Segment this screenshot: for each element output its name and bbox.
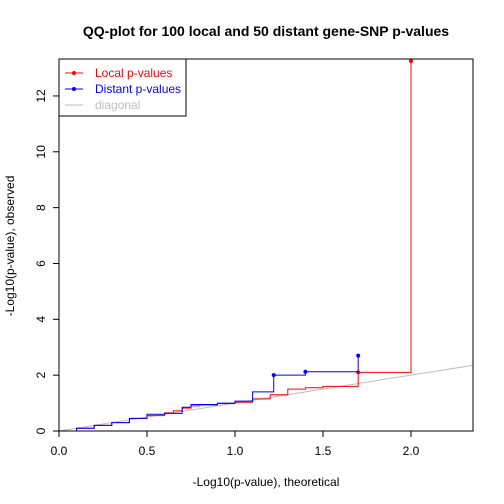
legend-marker-distant-p-values bbox=[72, 87, 76, 91]
legend-label-diagonal: diagonal bbox=[95, 98, 140, 112]
legend-label-local-p-values: Local p-values bbox=[95, 66, 172, 80]
legend-marker-local-p-values bbox=[72, 71, 76, 75]
x-tick-label: 0.0 bbox=[51, 444, 68, 458]
x-tick-label: 0.5 bbox=[139, 444, 156, 458]
data-point-local-p-values bbox=[409, 59, 413, 64]
y-tick-label: 8 bbox=[34, 204, 48, 211]
series-line-diagonal bbox=[59, 364, 473, 431]
chart-title: QQ-plot for 100 local and 50 distant gen… bbox=[83, 23, 449, 39]
y-tick-label: 2 bbox=[34, 372, 48, 379]
series-line-distant-p-values bbox=[59, 355, 359, 431]
legend-label-distant-p-values: Distant p-values bbox=[95, 82, 181, 96]
y-tick-label: 12 bbox=[34, 89, 48, 103]
x-tick-label: 1.0 bbox=[227, 444, 244, 458]
x-tick-label: 1.5 bbox=[315, 444, 332, 458]
y-tick-label: 4 bbox=[34, 316, 48, 323]
y-tick-label: 10 bbox=[34, 145, 48, 159]
legend-box bbox=[58, 58, 187, 117]
data-point-distant-p-values bbox=[303, 369, 308, 374]
data-point-distant-p-values bbox=[271, 373, 276, 378]
series-line-local-p-values bbox=[59, 61, 412, 431]
y-tick-label: 0 bbox=[34, 427, 48, 434]
plot-area-border bbox=[58, 58, 474, 432]
data-point-distant-p-values bbox=[356, 353, 361, 358]
x-axis-label: -Log10(p-value), theoretical bbox=[193, 475, 340, 489]
x-tick-label: 2.0 bbox=[403, 444, 420, 458]
y-tick-label: 6 bbox=[34, 260, 48, 267]
y-axis-label: -Log10(p-value), observed bbox=[3, 176, 17, 317]
